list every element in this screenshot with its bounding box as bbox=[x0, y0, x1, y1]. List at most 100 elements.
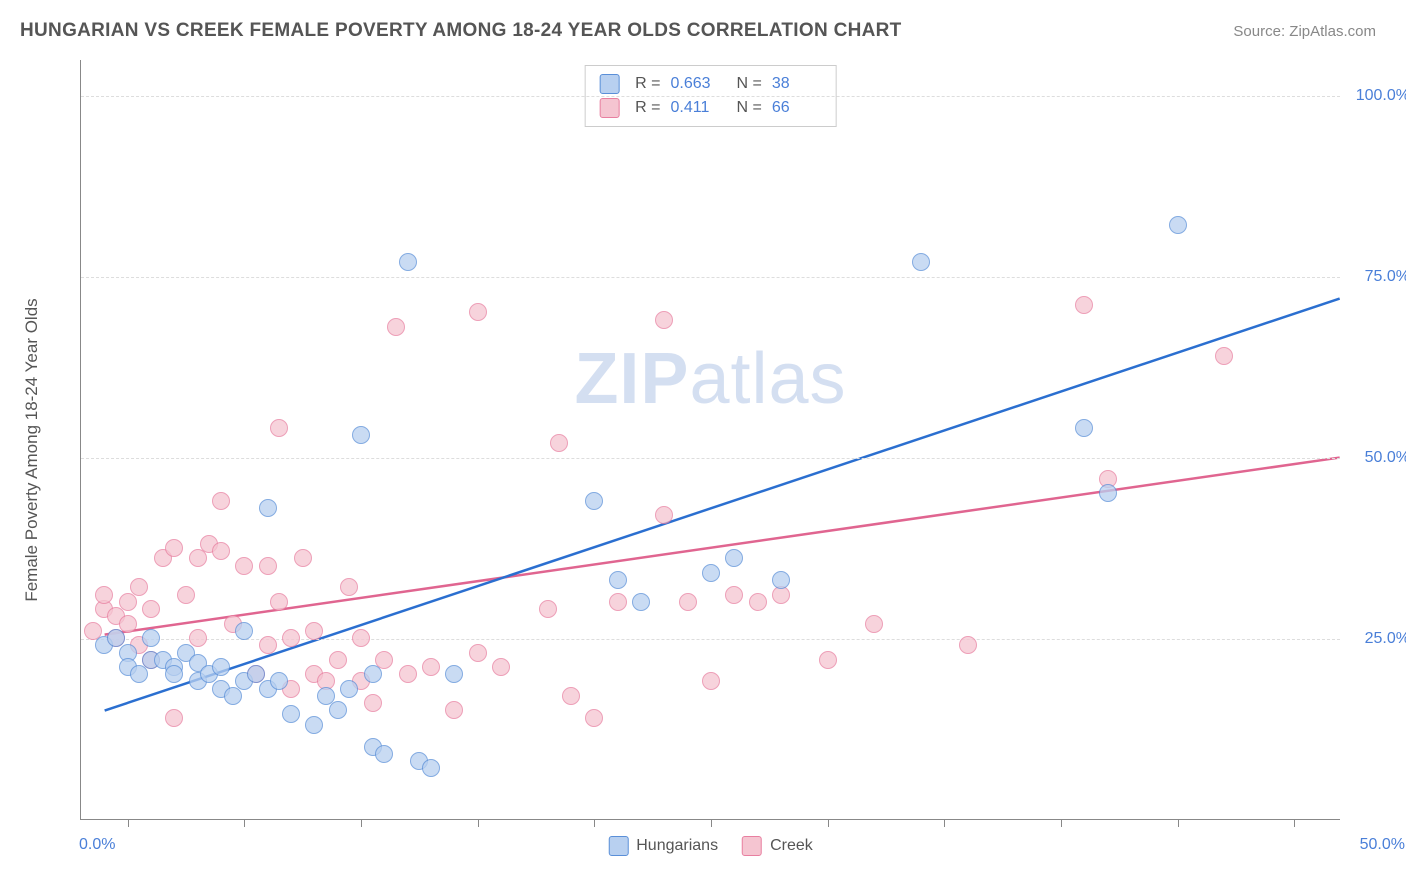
data-point bbox=[1075, 296, 1093, 314]
data-point bbox=[270, 419, 288, 437]
data-point bbox=[585, 492, 603, 510]
data-point bbox=[585, 709, 603, 727]
data-point bbox=[329, 651, 347, 669]
data-point bbox=[270, 593, 288, 611]
y-tick-label: 25.0% bbox=[1350, 630, 1406, 648]
data-point bbox=[212, 492, 230, 510]
chart-title: HUNGARIAN VS CREEK FEMALE POVERTY AMONG … bbox=[20, 20, 902, 42]
legend-swatch-hungarians bbox=[608, 836, 628, 856]
series-legend: Hungarians Creek bbox=[608, 836, 813, 856]
data-point bbox=[130, 578, 148, 596]
data-point bbox=[1169, 216, 1187, 234]
data-point bbox=[819, 651, 837, 669]
data-point bbox=[1075, 419, 1093, 437]
plot-area: ZIPatlas R = 0.663 N = 38 R = 0.411 N = … bbox=[80, 60, 1340, 820]
gridline bbox=[81, 458, 1340, 459]
legend-swatch-creek bbox=[742, 836, 762, 856]
data-point bbox=[165, 709, 183, 727]
legend-item-creek: Creek bbox=[742, 836, 813, 856]
data-point bbox=[282, 705, 300, 723]
data-point bbox=[165, 539, 183, 557]
gridline bbox=[81, 277, 1340, 278]
gridline bbox=[81, 96, 1340, 97]
x-max-label: 50.0% bbox=[1360, 836, 1405, 854]
x-tick bbox=[128, 819, 129, 827]
data-point bbox=[749, 593, 767, 611]
data-point bbox=[539, 600, 557, 618]
chart-container: Female Poverty Among 18-24 Year Olds ZIP… bbox=[50, 55, 1380, 845]
x-min-label: 0.0% bbox=[79, 836, 115, 854]
y-tick-label: 100.0% bbox=[1350, 87, 1406, 105]
data-point bbox=[702, 564, 720, 582]
trend-line bbox=[105, 458, 1340, 635]
y-axis-label: Female Poverty Among 18-24 Year Olds bbox=[22, 298, 42, 601]
data-point bbox=[655, 311, 673, 329]
data-point bbox=[224, 687, 242, 705]
data-point bbox=[609, 571, 627, 589]
data-point bbox=[469, 303, 487, 321]
legend-label-creek: Creek bbox=[770, 837, 813, 855]
data-point bbox=[212, 542, 230, 560]
data-point bbox=[340, 578, 358, 596]
data-point bbox=[399, 253, 417, 271]
data-point bbox=[364, 694, 382, 712]
data-point bbox=[609, 593, 627, 611]
data-point bbox=[235, 622, 253, 640]
data-point bbox=[725, 549, 743, 567]
data-point bbox=[165, 665, 183, 683]
data-point bbox=[865, 615, 883, 633]
data-point bbox=[1099, 484, 1117, 502]
data-point bbox=[259, 557, 277, 575]
data-point bbox=[259, 636, 277, 654]
data-point bbox=[305, 716, 323, 734]
data-point bbox=[177, 586, 195, 604]
data-point bbox=[142, 600, 160, 618]
data-point bbox=[142, 629, 160, 647]
source-prefix: Source: bbox=[1233, 23, 1289, 40]
data-point bbox=[352, 426, 370, 444]
x-tick bbox=[594, 819, 595, 827]
data-point bbox=[399, 665, 417, 683]
data-point bbox=[445, 701, 463, 719]
x-tick bbox=[244, 819, 245, 827]
legend-label-hungarians: Hungarians bbox=[636, 837, 718, 855]
data-point bbox=[282, 629, 300, 647]
y-tick-label: 75.0% bbox=[1350, 268, 1406, 286]
data-point bbox=[702, 672, 720, 690]
data-point bbox=[340, 680, 358, 698]
source-attribution: Source: ZipAtlas.com bbox=[1233, 23, 1376, 40]
data-point bbox=[387, 318, 405, 336]
x-tick bbox=[828, 819, 829, 827]
trend-line bbox=[105, 299, 1340, 711]
data-point bbox=[95, 586, 113, 604]
legend-item-hungarians: Hungarians bbox=[608, 836, 718, 856]
x-tick bbox=[1294, 819, 1295, 827]
data-point bbox=[912, 253, 930, 271]
data-point bbox=[679, 593, 697, 611]
data-point bbox=[352, 629, 370, 647]
data-point bbox=[1215, 347, 1233, 365]
data-point bbox=[364, 665, 382, 683]
x-tick bbox=[711, 819, 712, 827]
data-point bbox=[305, 622, 323, 640]
data-point bbox=[235, 557, 253, 575]
source-name: ZipAtlas.com bbox=[1289, 23, 1376, 40]
data-point bbox=[189, 549, 207, 567]
data-point bbox=[422, 658, 440, 676]
data-point bbox=[130, 665, 148, 683]
data-point bbox=[329, 701, 347, 719]
data-point bbox=[445, 665, 463, 683]
data-point bbox=[725, 586, 743, 604]
data-point bbox=[294, 549, 312, 567]
data-point bbox=[562, 687, 580, 705]
data-point bbox=[422, 759, 440, 777]
trend-lines-layer bbox=[81, 60, 1340, 819]
y-tick-label: 50.0% bbox=[1350, 449, 1406, 467]
data-point bbox=[959, 636, 977, 654]
data-point bbox=[632, 593, 650, 611]
x-tick bbox=[478, 819, 479, 827]
data-point bbox=[492, 658, 510, 676]
x-tick bbox=[361, 819, 362, 827]
x-tick bbox=[1061, 819, 1062, 827]
data-point bbox=[655, 506, 673, 524]
